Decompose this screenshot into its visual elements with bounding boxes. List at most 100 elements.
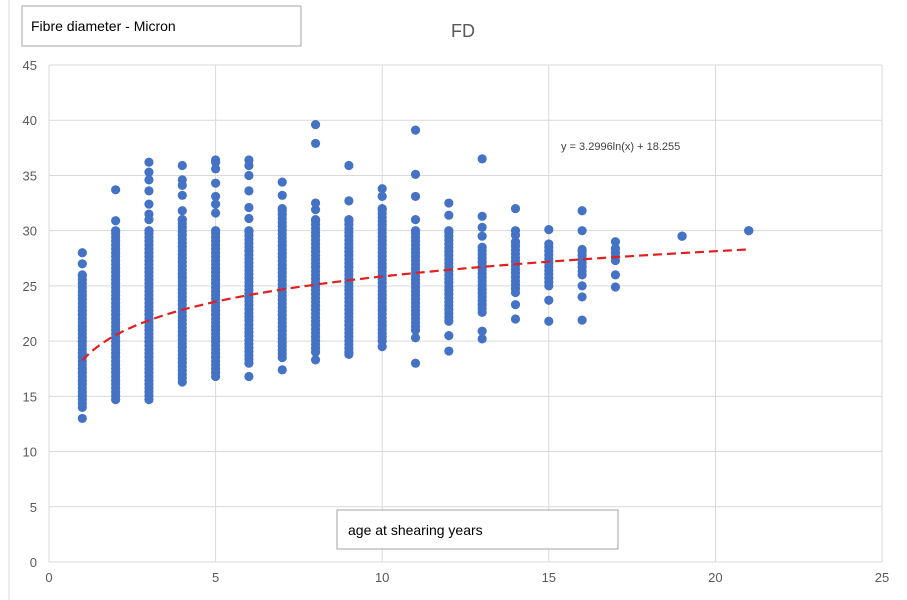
data-point <box>244 186 254 196</box>
x-tick-label: 25 <box>875 570 889 585</box>
x-tick-label: 5 <box>212 570 219 585</box>
data-point <box>477 242 487 252</box>
data-point <box>477 211 487 221</box>
data-point <box>510 237 521 247</box>
data-point <box>410 226 421 236</box>
chart-title: FD <box>451 21 475 41</box>
data-point <box>344 349 354 359</box>
data-point <box>444 198 454 208</box>
data-point <box>310 205 321 215</box>
data-point <box>211 155 221 165</box>
data-point <box>544 295 554 305</box>
data-point <box>177 206 187 216</box>
data-point <box>77 413 87 424</box>
data-point <box>77 248 87 258</box>
data-point <box>244 371 254 382</box>
data-point <box>577 244 587 255</box>
data-point <box>477 222 487 232</box>
data-point <box>244 155 254 165</box>
x-label-box <box>336 509 619 550</box>
data-point <box>610 282 621 292</box>
data-point <box>177 190 187 200</box>
y-tick-label: 15 <box>23 389 37 404</box>
data-point <box>310 120 321 130</box>
data-point <box>510 203 521 214</box>
x-axis-label: age at shearing years <box>348 522 483 538</box>
data-point <box>344 215 354 225</box>
data-point <box>477 334 487 344</box>
data-point <box>444 330 454 341</box>
data-point <box>211 199 221 209</box>
data-point <box>177 215 187 225</box>
data-point <box>277 203 287 214</box>
data-point <box>277 190 287 200</box>
data-point <box>310 138 321 149</box>
y-tick-label: 30 <box>23 224 37 239</box>
y-tick-label: 0 <box>30 555 37 570</box>
data-point <box>410 191 421 202</box>
data-point <box>610 243 621 253</box>
data-point <box>144 167 154 177</box>
data-point <box>211 191 221 202</box>
data-point <box>310 215 321 225</box>
y-tick-label: 20 <box>23 334 37 349</box>
data-point <box>144 199 154 209</box>
data-point <box>444 346 454 356</box>
data-point <box>77 259 87 269</box>
data-point <box>477 154 487 164</box>
data-point <box>377 191 387 202</box>
data-point <box>244 213 254 224</box>
data-point <box>144 186 154 196</box>
data-point <box>111 185 121 195</box>
data-point <box>577 206 587 216</box>
x-tick-label: 15 <box>542 570 556 585</box>
data-point <box>410 125 421 135</box>
y-tick-label: 25 <box>23 279 37 294</box>
data-point <box>744 226 754 236</box>
data-point <box>577 292 587 302</box>
data-point <box>111 216 121 226</box>
data-point <box>544 316 554 326</box>
data-points <box>77 120 754 424</box>
data-point <box>444 210 454 220</box>
data-point <box>77 270 87 280</box>
data-point <box>211 208 221 218</box>
data-point <box>211 178 221 188</box>
data-point <box>577 226 587 236</box>
gridlines <box>48 64 883 563</box>
data-point <box>410 215 421 225</box>
data-point <box>144 175 154 185</box>
data-point <box>177 175 187 185</box>
data-point <box>277 365 287 375</box>
y-tick-label: 45 <box>23 58 37 73</box>
y-tick-labels: 0 5 10 15 20 25 30 35 40 45 <box>23 58 37 570</box>
data-point <box>544 239 554 249</box>
data-point <box>244 202 254 213</box>
data-point <box>577 281 587 291</box>
data-point <box>310 355 321 365</box>
y-axis-label: Fibre diameter - Micron <box>31 18 176 34</box>
y-label-box <box>21 5 302 47</box>
x-tick-labels: 0 5 10 15 20 25 <box>45 570 889 585</box>
data-point <box>510 226 521 236</box>
data-point <box>344 196 354 206</box>
data-point <box>577 315 587 325</box>
data-point <box>244 170 254 181</box>
y-tick-label: 10 <box>23 445 37 460</box>
data-point <box>610 237 621 247</box>
data-point <box>677 231 687 241</box>
data-point <box>144 157 154 167</box>
data-point <box>344 160 354 171</box>
x-tick-label: 0 <box>45 570 52 585</box>
data-point <box>444 226 454 236</box>
data-point <box>177 160 187 171</box>
data-point <box>377 203 387 214</box>
x-tick-label: 10 <box>375 570 389 585</box>
data-point <box>610 270 621 280</box>
data-point <box>477 326 487 336</box>
y-tick-label: 5 <box>30 500 37 515</box>
data-point <box>377 342 387 352</box>
data-point <box>144 226 154 236</box>
data-point <box>544 224 554 235</box>
